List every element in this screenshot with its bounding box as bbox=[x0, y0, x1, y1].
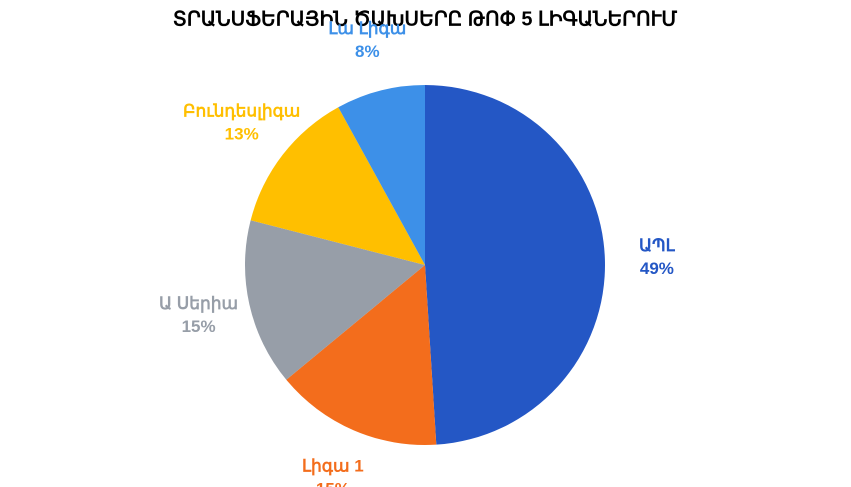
slice-label: Լա Լիգա bbox=[328, 19, 406, 38]
pie-slice bbox=[338, 85, 425, 265]
chart-title: ՏՐԱՆՍՖԵՐԱՅԻՆ ԾԱԽՍԵՐԸ ԹՈՓ 5 ԼԻԳԱՆԵՐՈՒՄ bbox=[173, 8, 678, 30]
slice-label: Ա Սերիա bbox=[159, 294, 238, 313]
slice-value-label: 13% bbox=[225, 124, 259, 143]
slice-label: ԱՊԼ bbox=[639, 236, 676, 255]
pie-slice bbox=[250, 107, 425, 265]
pie-slice bbox=[245, 220, 425, 380]
slice-value-label: 49% bbox=[640, 259, 674, 278]
slice-value-label: 8% bbox=[355, 42, 380, 61]
pie-slice bbox=[425, 85, 605, 445]
pie-slice bbox=[286, 265, 437, 446]
slice-label: Բունդեսլիգա bbox=[183, 101, 300, 120]
slice-value-label: 15% bbox=[316, 479, 350, 487]
slice-label: Լիգա 1 bbox=[302, 456, 364, 475]
slice-value-label: 15% bbox=[182, 317, 216, 336]
